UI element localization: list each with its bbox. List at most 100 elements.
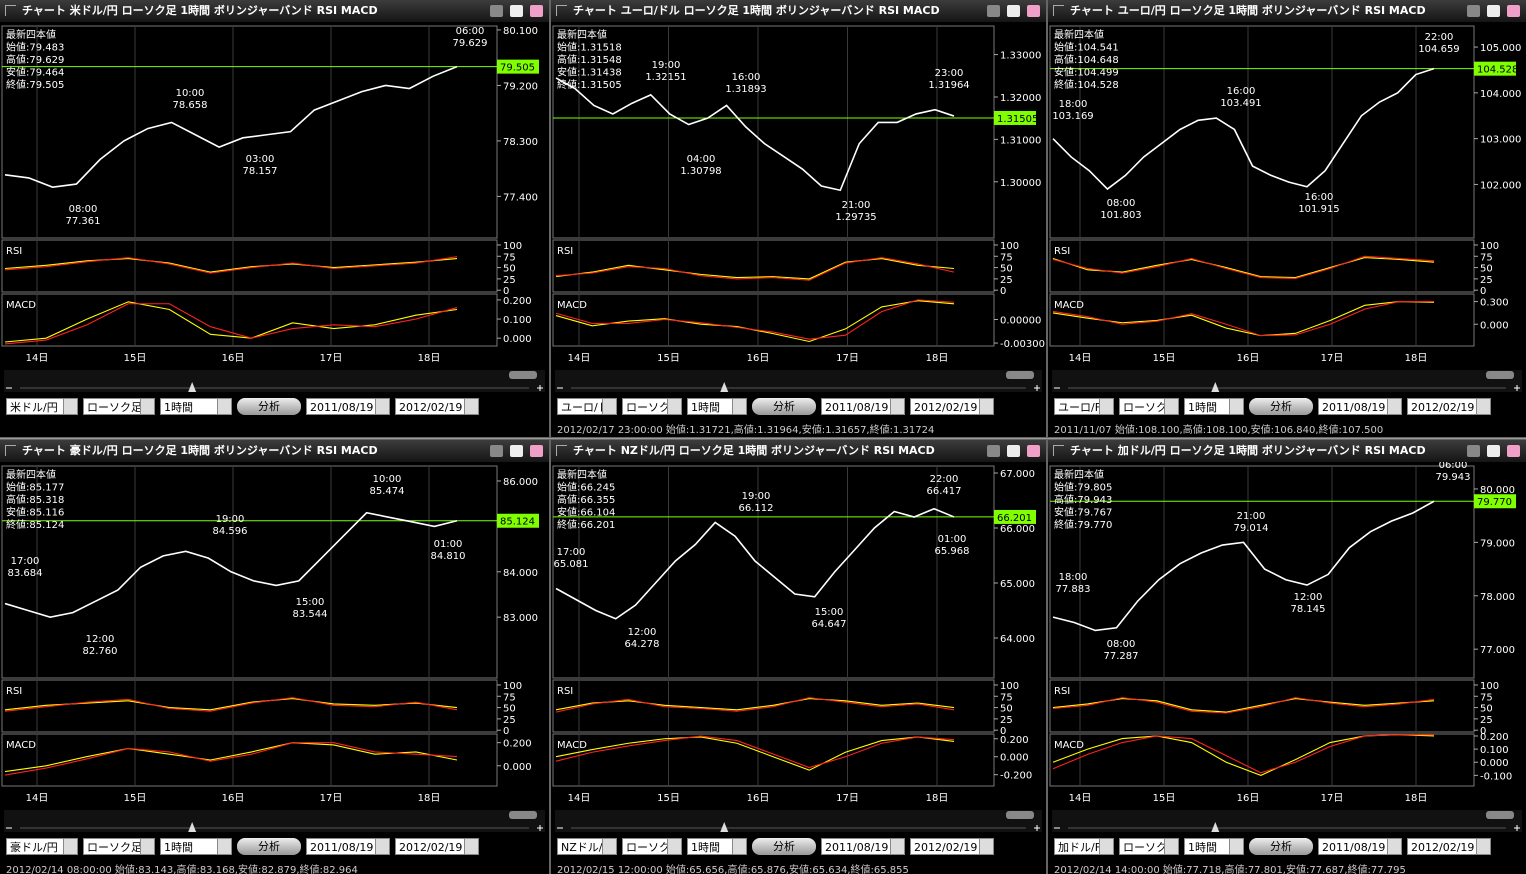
close-button[interactable] <box>530 445 543 457</box>
interval-select[interactable]: 1時間 <box>160 398 232 415</box>
maximize-button[interactable] <box>1487 445 1500 457</box>
chart-window: 14日 15日 16日 17日 18日 80.100 79.200 78.300 77.400 1… <box>0 0 550 438</box>
to-date[interactable]: 2012/02/19 <box>1407 838 1491 855</box>
chart-kind-select[interactable]: ローソク足 <box>622 838 682 855</box>
from-date[interactable]: 2011/08/19 <box>306 398 390 415</box>
last-price-label: 66.201 <box>997 513 1032 524</box>
minimize-button[interactable] <box>987 445 1000 457</box>
to-date[interactable]: 2012/02/19 <box>1407 398 1491 415</box>
from-date[interactable]: 2011/08/19 <box>821 838 905 855</box>
ohlc-info: 終値:104.528 <box>1054 78 1119 91</box>
interval-select[interactable]: 1時間 <box>687 398 747 415</box>
ohlc-info: 高値:66.355 <box>557 493 615 506</box>
scrollbar[interactable] <box>1052 370 1522 392</box>
analyze-button[interactable]: 分析 <box>237 398 301 415</box>
scroll-thumb[interactable] <box>720 382 729 392</box>
maximize-button[interactable] <box>1487 5 1500 17</box>
scroll-thumb[interactable] <box>720 822 729 832</box>
scrollbar[interactable] <box>1052 810 1522 832</box>
minimize-button[interactable] <box>490 5 503 17</box>
from-date[interactable]: 2011/08/19 <box>821 398 905 415</box>
rsi-label: RSI <box>557 246 573 257</box>
annotation-time: 15:00 <box>296 597 325 608</box>
chart-kind-select[interactable]: ローソク足 <box>83 398 155 415</box>
analyze-button[interactable]: 分析 <box>752 398 816 415</box>
to-date[interactable]: 2012/02/19 <box>395 398 479 415</box>
minimize-button[interactable] <box>1467 5 1480 17</box>
pair-select[interactable]: 加ドル/F <box>1054 838 1114 855</box>
minimize-button[interactable] <box>490 445 503 457</box>
close-button[interactable] <box>1027 445 1040 457</box>
maximize-button[interactable] <box>510 5 523 17</box>
chart-kind-select[interactable]: ローソク足 <box>1119 398 1179 415</box>
chart-kind-select[interactable]: ローソク足 <box>1119 838 1179 855</box>
zoom-in[interactable] <box>537 825 543 831</box>
maximize-button[interactable] <box>510 445 523 457</box>
macd-label: MACD <box>1054 300 1084 311</box>
interval-select[interactable]: 1時間 <box>687 838 747 855</box>
chart-area: 14日 15日 16日 17日 18日 80.000 79.000 78.000 77.000 1… <box>1049 460 1522 832</box>
x-tick-label: 14日 <box>26 353 49 364</box>
from-date[interactable]: 2011/08/19 <box>1318 398 1402 415</box>
controls: 豪ドル/円 ローソク足 1時間 分析 2011/08/19 2012/02/19 <box>6 838 479 855</box>
pair-select[interactable]: 米ドル/円 <box>6 398 78 415</box>
chart-window: 14日 15日 16日 17日 18日 80.000 79.000 78.000 77.000 1… <box>1047 439 1526 874</box>
rsi-line <box>555 697 955 711</box>
zoom-in[interactable] <box>1514 385 1520 391</box>
pane-frame <box>1 293 498 347</box>
ohlc-info: 最新四本値 <box>1054 468 1104 481</box>
maximize-button[interactable] <box>1007 445 1020 457</box>
y-tick-label: 84.000 <box>503 568 538 579</box>
scroll-thumb[interactable] <box>1211 382 1220 392</box>
close-button[interactable] <box>1507 445 1520 457</box>
close-button[interactable] <box>530 5 543 17</box>
pair-select[interactable]: 豪ドル/円 <box>6 838 78 855</box>
analyze-button[interactable]: 分析 <box>237 838 301 855</box>
scrollbar[interactable] <box>555 810 1042 832</box>
macd-line <box>4 742 458 773</box>
interval-select[interactable]: 1時間 <box>160 838 232 855</box>
pair-select[interactable]: NZドル/ <box>557 838 617 855</box>
annotation-price: 1.32151 <box>645 72 686 83</box>
x-tick-label: 15日 <box>657 353 680 364</box>
macd-label: MACD <box>557 740 587 751</box>
interval-select[interactable]: 1時間 <box>1184 398 1244 415</box>
from-date[interactable]: 2011/08/19 <box>1318 838 1402 855</box>
to-date[interactable]: 2012/02/19 <box>395 838 479 855</box>
chart-kind-select[interactable]: ローソク足 <box>622 398 682 415</box>
y-tick-label: 78.000 <box>1480 592 1515 603</box>
analyze-button[interactable]: 分析 <box>1249 838 1313 855</box>
analyze-button[interactable]: 分析 <box>1249 398 1313 415</box>
analyze-button[interactable]: 分析 <box>752 838 816 855</box>
interval-select[interactable]: 1時間 <box>1184 838 1244 855</box>
chart-kind-select[interactable]: ローソク足 <box>83 838 155 855</box>
pair-select[interactable]: ユーロ/F <box>1054 398 1114 415</box>
scrollbar[interactable] <box>4 370 545 392</box>
from-date[interactable]: 2011/08/19 <box>306 838 390 855</box>
annotation-price: 77.287 <box>1104 651 1139 662</box>
scroll-thumb[interactable] <box>188 822 197 832</box>
zoom-in[interactable] <box>537 385 543 391</box>
zoom-in[interactable] <box>1034 385 1040 391</box>
zoom-in[interactable] <box>1514 825 1520 831</box>
macd-label: MACD <box>6 740 36 751</box>
close-button[interactable] <box>1507 5 1520 17</box>
y-tick-label: -0.00300 <box>1000 339 1045 350</box>
ohlc-info: 安値:85.116 <box>6 506 64 519</box>
scroll-thumb[interactable] <box>1211 822 1220 832</box>
to-date[interactable]: 2012/02/19 <box>910 838 994 855</box>
scrollbar[interactable] <box>555 370 1042 392</box>
maximize-button[interactable] <box>1007 5 1020 17</box>
minimize-button[interactable] <box>1467 445 1480 457</box>
to-date[interactable]: 2012/02/19 <box>910 398 994 415</box>
zoom-in[interactable] <box>1034 825 1040 831</box>
minimize-button[interactable] <box>987 5 1000 17</box>
y-tick-label: 75 <box>503 692 516 703</box>
close-button[interactable] <box>1027 5 1040 17</box>
ohlc-info: 最新四本値 <box>557 28 607 41</box>
y-tick-label: 0.000 <box>503 334 532 345</box>
scrollbar[interactable] <box>4 810 545 832</box>
pair-select[interactable]: ユーロ/ド <box>557 398 617 415</box>
ohlc-info: 終値:85.124 <box>6 518 64 531</box>
scroll-thumb[interactable] <box>188 382 197 392</box>
